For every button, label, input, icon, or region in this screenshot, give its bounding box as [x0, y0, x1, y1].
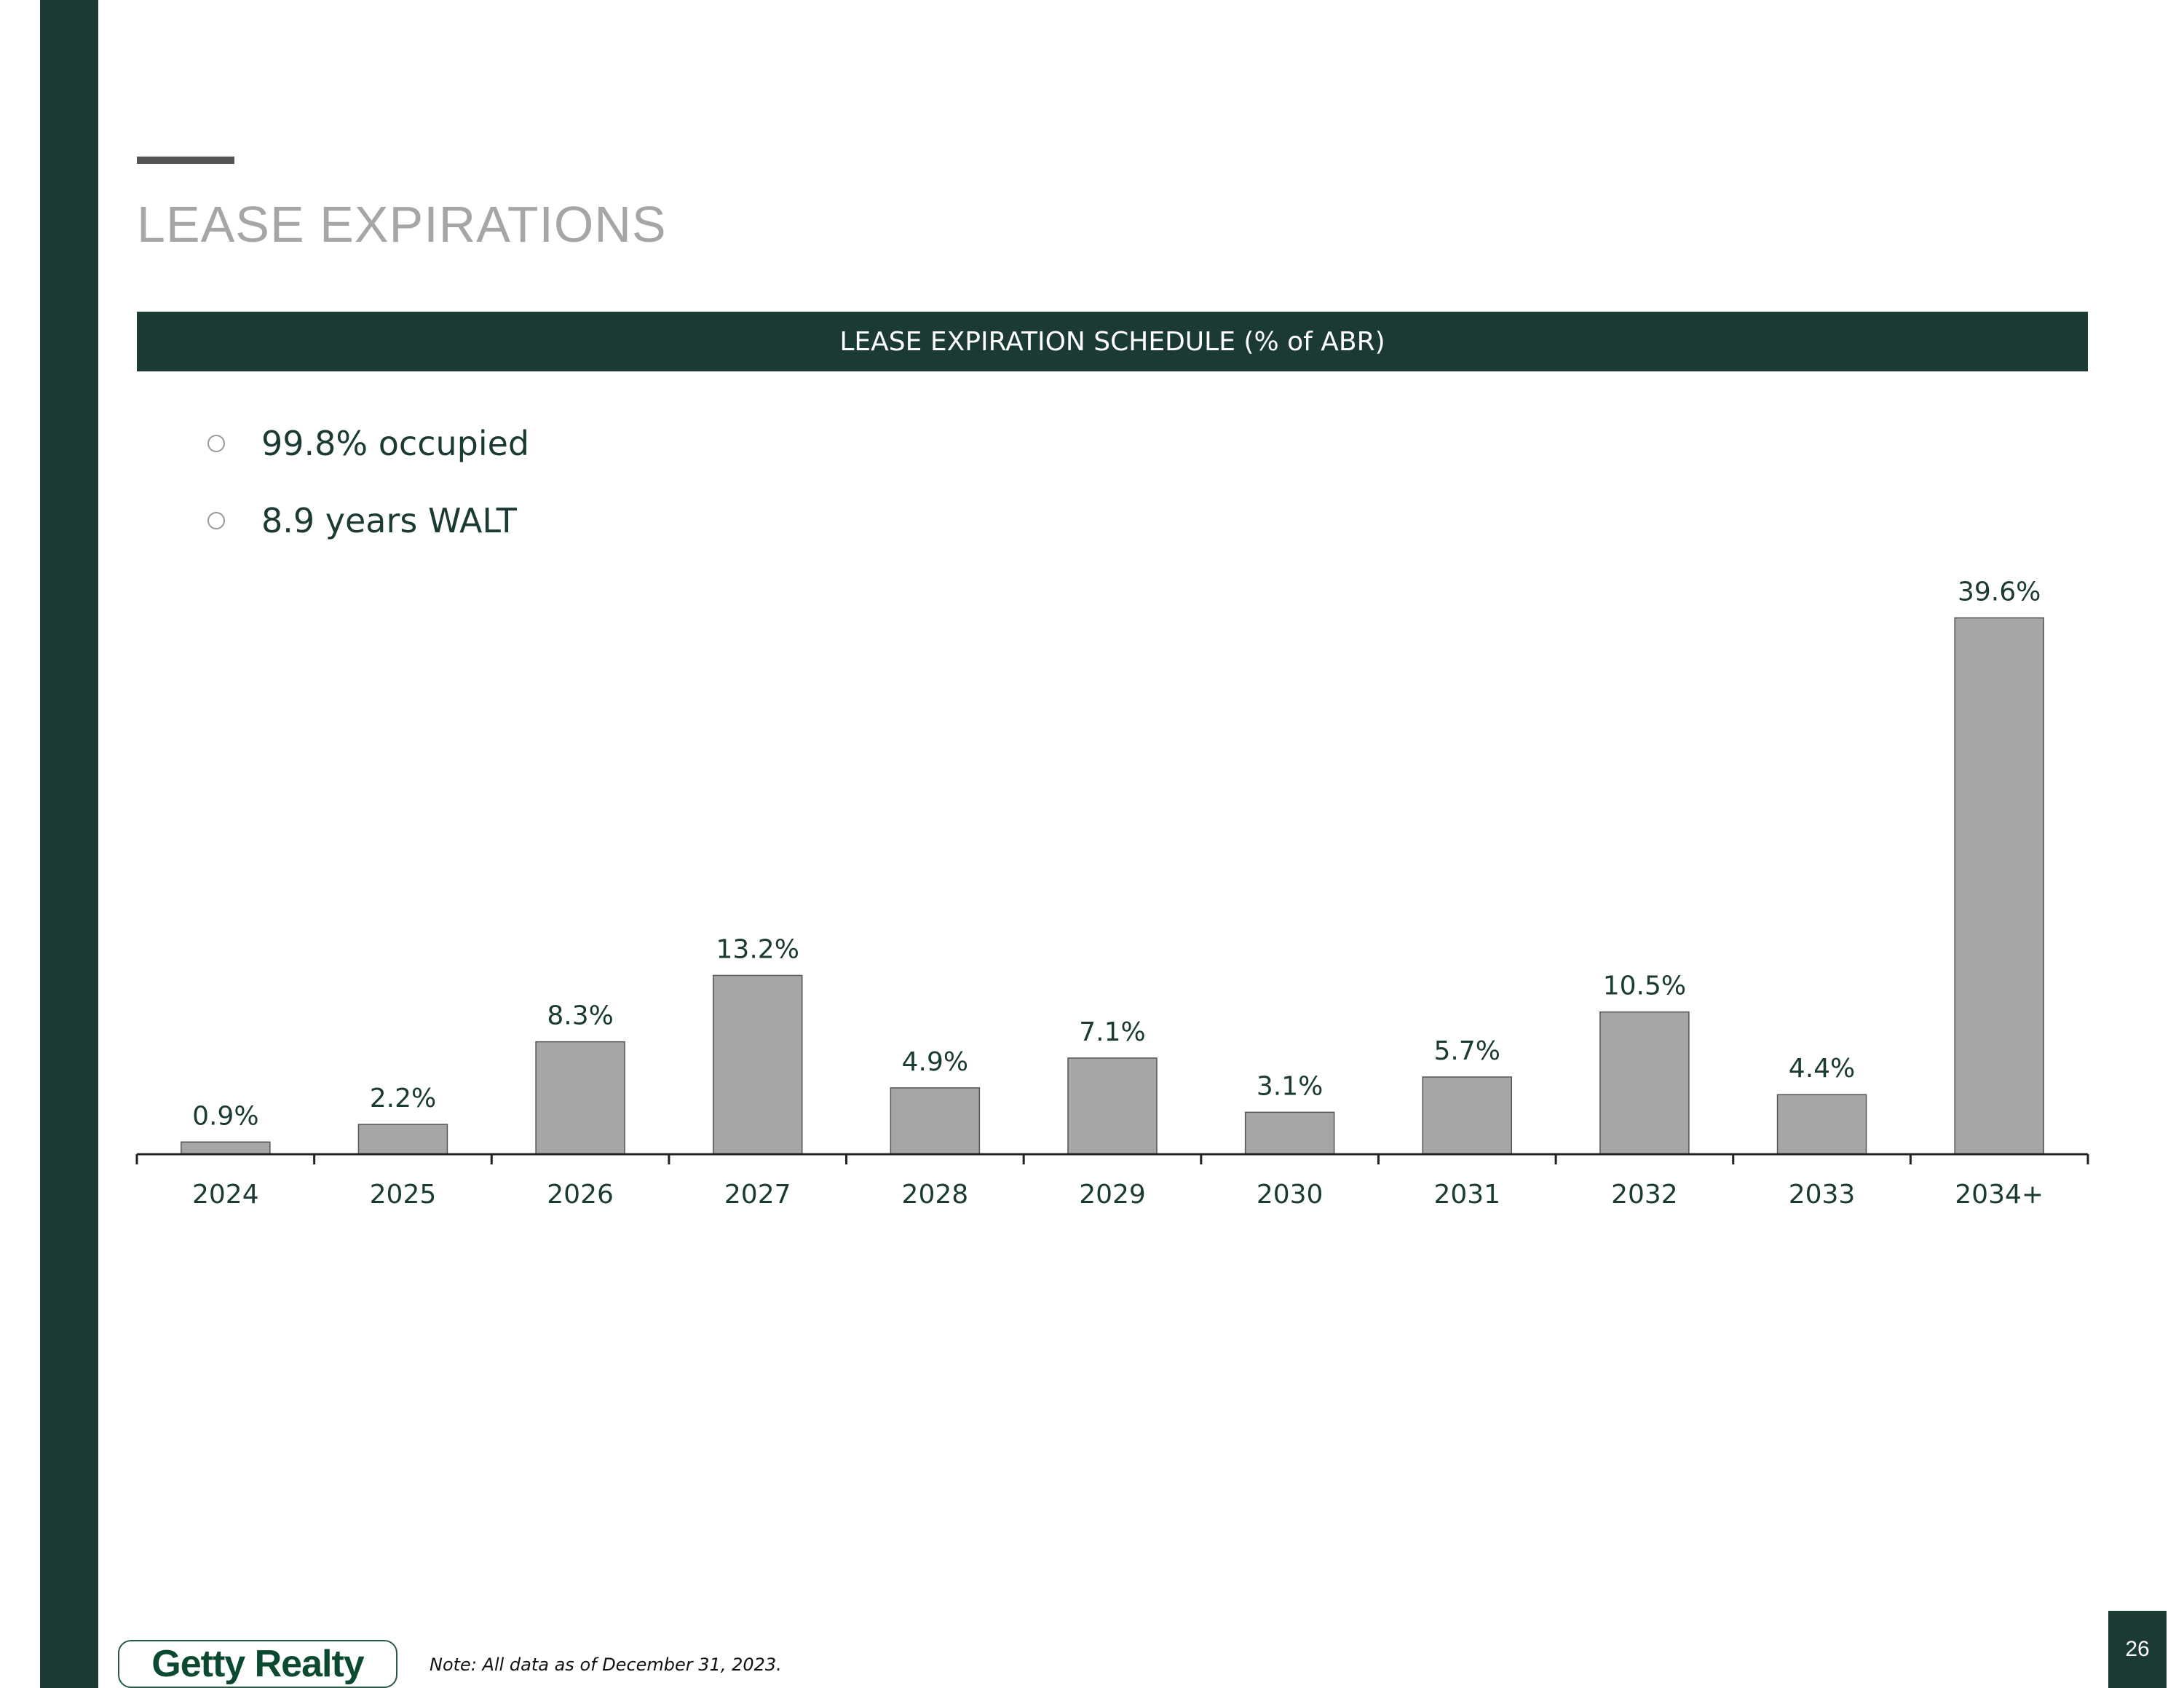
bullet-circle-icon: [207, 435, 225, 452]
bullet-text: 8.9 years WALT: [261, 501, 517, 540]
data-label: 5.7%: [1434, 1036, 1500, 1066]
left-sidebar-bar: [40, 0, 98, 1688]
x-tick-label: 2025: [370, 1180, 437, 1210]
data-label: 39.6%: [1958, 577, 2041, 607]
x-tick-label: 2027: [724, 1180, 791, 1210]
x-tick-label: 2031: [1433, 1180, 1500, 1210]
page-number: 26: [2108, 1611, 2167, 1688]
bar-2029: [1067, 1057, 1158, 1155]
footnote: Note: All data as of December 31, 2023.: [430, 1655, 782, 1675]
bar-2024: [181, 1141, 271, 1155]
data-label: 2.2%: [370, 1084, 436, 1113]
title-rule: [137, 157, 234, 164]
chart-title-banner: LEASE EXPIRATION SCHEDULE (% of ABR): [137, 312, 2088, 371]
data-label: 4.9%: [902, 1047, 968, 1077]
bullet-occupancy: 99.8% occupied: [207, 424, 529, 463]
bar-2028: [890, 1087, 981, 1155]
bullet-circle-icon: [207, 512, 225, 529]
x-tick-label: 2033: [1789, 1180, 1856, 1210]
data-label: 7.1%: [1079, 1017, 1145, 1047]
data-label: 4.4%: [1789, 1054, 1855, 1084]
page-title: LEASE EXPIRATIONS: [137, 196, 667, 253]
data-label: 3.1%: [1257, 1071, 1323, 1101]
x-tick-label: 2024: [192, 1180, 259, 1210]
x-tick-label: 2028: [902, 1180, 969, 1210]
x-tick-label: 2034+: [1955, 1180, 2043, 1210]
x-tick-label: 2026: [547, 1180, 614, 1210]
bar-2026: [535, 1041, 625, 1155]
bar-2034+: [1954, 617, 2044, 1155]
bar-2030: [1244, 1111, 1335, 1155]
bar-2027: [712, 974, 803, 1155]
bar-2025: [357, 1124, 448, 1155]
x-tick-label: 2029: [1079, 1180, 1146, 1210]
data-label: 8.3%: [547, 1001, 613, 1031]
bullet-text: 99.8% occupied: [261, 424, 530, 463]
data-label: 13.2%: [716, 934, 799, 964]
x-tick-label: 2030: [1257, 1180, 1324, 1210]
bullet-walt: 8.9 years WALT: [207, 501, 517, 540]
bar-2032: [1599, 1011, 1690, 1155]
data-label: 10.5%: [1603, 971, 1686, 1001]
bar-2031: [1422, 1076, 1513, 1155]
bar-2033: [1776, 1094, 1867, 1155]
getty-realty-logo: Getty Realty: [118, 1640, 397, 1688]
x-tick-label: 2032: [1611, 1180, 1678, 1210]
data-label: 0.9%: [192, 1101, 258, 1131]
